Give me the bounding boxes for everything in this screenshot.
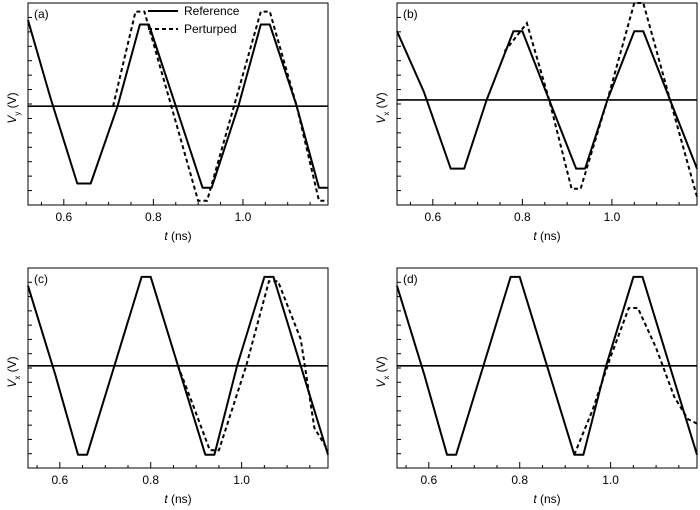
y-axis-var: V [374, 379, 388, 388]
panel-label: (d) [403, 272, 418, 286]
legend: Reference Perturped [148, 4, 240, 36]
x-tick-label: 1.0 [604, 210, 621, 224]
y-axis-subscript: x [13, 376, 22, 380]
x-tick-label: 1.0 [235, 210, 252, 224]
y-axis-unit: (V) [374, 92, 388, 111]
panel-a: 0.6 0.8 1.0 t (ns) Vy (V) (a) [5, 2, 329, 243]
y-axis-label: Vx (V) [374, 92, 391, 123]
x-axis-var: t [164, 492, 168, 506]
x-tick-label: 0.8 [514, 210, 531, 224]
x-axis-var: t [533, 492, 537, 506]
x-tick-label: 0.6 [420, 473, 437, 487]
panel-c: 0.6 0.8 1.0 t (ns) Vx (V) (c) [5, 267, 329, 506]
x-axis-var: t [164, 229, 168, 243]
x-axis-unit: (ns) [168, 229, 192, 243]
panel-label: (a) [34, 7, 49, 21]
x-tick-label: 0.6 [55, 210, 72, 224]
panel-b: 0.6 0.8 1.0 t (ns) Vx (V) (b) [374, 2, 698, 243]
panel-label: (c) [34, 272, 48, 286]
x-axis-unit: (ns) [537, 492, 561, 506]
x-axis-unit: (ns) [537, 229, 561, 243]
y-axis-unit: (V) [5, 92, 19, 111]
y-axis-var: V [5, 379, 19, 388]
perturbed-line [503, 2, 698, 198]
y-axis-var: V [5, 115, 19, 124]
x-tick-label: 1.0 [602, 473, 619, 487]
x-axis-label: t (ns) [533, 492, 560, 506]
panel-label: (b) [403, 7, 418, 21]
x-tick-label: 0.8 [142, 473, 159, 487]
perturbed-line [573, 307, 698, 456]
x-axis-label: t (ns) [533, 229, 560, 243]
y-axis-label: Vy (V) [5, 92, 22, 123]
perturbed-line [112, 10, 328, 202]
x-tick-label: 0.6 [51, 473, 68, 487]
x-tick-label: 0.8 [511, 473, 528, 487]
legend-perturbed-label: Perturped [184, 22, 237, 36]
reference-line [396, 30, 698, 170]
y-axis-subscript: y [13, 112, 22, 116]
x-axis-var: t [533, 229, 537, 243]
y-axis-subscript: x [382, 376, 391, 380]
y-axis-unit: (V) [374, 356, 388, 375]
x-tick-label: 0.8 [145, 210, 162, 224]
x-axis-label: t (ns) [164, 492, 191, 506]
plot-frame [27, 2, 329, 206]
reference-line [396, 275, 698, 456]
x-tick-label: 0.6 [424, 210, 441, 224]
y-axis-label: Vx (V) [5, 356, 22, 387]
perturbed-line [177, 280, 329, 452]
reference-line [27, 19, 328, 189]
y-axis-label: Vx (V) [374, 356, 391, 387]
y-axis-subscript: x [382, 112, 391, 116]
y-axis-var: V [374, 115, 388, 124]
panel-d: 0.6 0.8 1.0 t (ns) Vx (V) (d) [374, 267, 698, 506]
legend-reference-label: Reference [184, 4, 240, 18]
x-tick-label: 1.0 [233, 473, 250, 487]
y-axis-unit: (V) [5, 356, 19, 375]
x-axis-label: t (ns) [164, 229, 191, 243]
x-axis-unit: (ns) [168, 492, 192, 506]
